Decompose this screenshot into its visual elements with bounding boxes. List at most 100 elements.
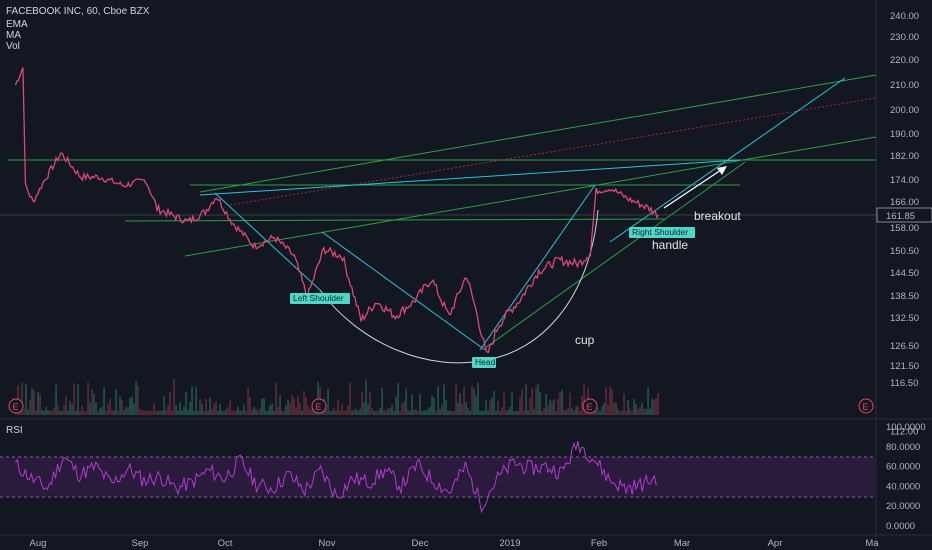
volume-bar xyxy=(307,405,309,415)
volume-bar xyxy=(333,407,335,415)
time-axis[interactable]: Aug Sep Oct Nov Dec 2019 Feb Mar Apr Ma xyxy=(30,538,880,549)
symbol-title: FACEBOOK INC, 60, Cboe BZX xyxy=(6,6,150,17)
volume-bar xyxy=(109,398,111,415)
volume-bar xyxy=(637,408,639,415)
volume-bar xyxy=(283,411,285,415)
volume-bar xyxy=(513,411,515,415)
volume-bar xyxy=(615,402,617,415)
volume-bar xyxy=(347,405,349,415)
volume-bar xyxy=(459,393,461,415)
volume-bar xyxy=(495,411,497,415)
volume-bar xyxy=(631,411,633,415)
cyan-lower-line xyxy=(479,184,596,351)
volume-bar xyxy=(111,409,113,415)
volume-bar xyxy=(519,397,521,415)
time-tick-label: 2019 xyxy=(499,538,520,549)
earnings-marker-4-text: E xyxy=(863,402,869,412)
volume-bar xyxy=(41,410,43,415)
volume-bar xyxy=(535,386,537,415)
volume-bar xyxy=(613,402,615,415)
volume-bar xyxy=(137,385,139,415)
volume-bar xyxy=(129,397,131,415)
price-tick-label: 174.00 xyxy=(890,175,919,186)
rsi-line xyxy=(15,440,657,514)
volume-bar xyxy=(335,410,337,415)
earnings-marker-4[interactable] xyxy=(858,398,874,414)
volume-bar xyxy=(611,389,613,415)
price-tick-label: 166.00 xyxy=(890,197,919,208)
volume-bar xyxy=(385,410,387,415)
volume-bar xyxy=(457,403,459,415)
price-tick-label: 220.00 xyxy=(890,55,919,66)
volume-bar xyxy=(465,402,467,415)
volume-bar xyxy=(303,390,305,415)
time-tick-label: Ma xyxy=(865,538,879,549)
breakout-arrow xyxy=(663,166,727,209)
volume-bar xyxy=(421,411,423,415)
volume-bar xyxy=(355,408,357,415)
volume-bar xyxy=(29,400,31,415)
volume-bar xyxy=(107,403,109,415)
study-vol[interactable]: Vol xyxy=(6,41,20,52)
trend-lines xyxy=(8,74,877,351)
volume-bar xyxy=(529,397,531,415)
volume-bar xyxy=(505,410,507,415)
volume-bar xyxy=(521,389,523,415)
volume-bar xyxy=(133,403,135,415)
volume-bar xyxy=(511,392,513,415)
cyan-descent-right xyxy=(321,231,486,351)
volume-bar xyxy=(541,411,543,415)
study-ma[interactable]: MA xyxy=(6,30,21,41)
volume-bar xyxy=(503,393,505,415)
volume-bar xyxy=(97,411,99,415)
volume-bar xyxy=(251,409,253,415)
volume-bar xyxy=(585,411,587,415)
volume-bar xyxy=(543,408,545,415)
volume-bar xyxy=(405,388,407,415)
volume-bar xyxy=(609,386,611,415)
volume-bar xyxy=(397,382,399,415)
volume-bar xyxy=(569,392,571,415)
volume-bar xyxy=(497,401,499,415)
volume-bar xyxy=(115,388,117,415)
volume-bar xyxy=(567,408,569,415)
volume-bar xyxy=(657,393,659,415)
rsi-axis[interactable]: 100.0000 80.0000 60.0000 40.0000 20.0000 0.00… xyxy=(886,422,926,532)
earnings-marker-3[interactable] xyxy=(582,398,598,414)
price-axis[interactable]: 112.00 116.50 121.50 126.50 132.50 138.50 144.… xyxy=(890,11,919,438)
volume-bar xyxy=(87,382,89,415)
volume-bar xyxy=(123,410,125,415)
volume-bar xyxy=(401,403,403,415)
volume-bar xyxy=(35,410,37,415)
volume-bar xyxy=(227,407,229,415)
volume-bar xyxy=(413,410,415,415)
volume-bar xyxy=(67,411,69,415)
study-ema[interactable]: EMA xyxy=(6,19,28,30)
volume-bar xyxy=(491,397,493,415)
volume-bar xyxy=(425,410,427,415)
volume-bar xyxy=(549,399,551,415)
volume-bar xyxy=(537,383,539,415)
volume-bar xyxy=(375,410,377,415)
volume-bar xyxy=(217,411,219,415)
volume-bar xyxy=(149,410,151,415)
volume-bar xyxy=(525,384,527,415)
volume-bar xyxy=(655,398,657,415)
volume-bar xyxy=(523,410,525,415)
rsi-tick-label: 60.0000 xyxy=(886,462,920,473)
volume-bar xyxy=(191,386,193,415)
volume-bar xyxy=(361,391,363,415)
time-tick-label: Sep xyxy=(132,538,149,549)
time-tick-label: Apr xyxy=(768,538,783,549)
volume-bar xyxy=(515,411,517,415)
volume-bar xyxy=(53,408,55,415)
volume-bar xyxy=(31,387,33,415)
volume-bar xyxy=(635,404,637,415)
price-tick-label: 138.50 xyxy=(890,291,919,302)
volume-bar xyxy=(443,384,445,415)
volume-bar xyxy=(391,404,393,415)
volume-bar xyxy=(617,408,619,415)
earnings-marker-1[interactable] xyxy=(8,398,24,414)
earnings-marker-2[interactable] xyxy=(311,398,327,414)
